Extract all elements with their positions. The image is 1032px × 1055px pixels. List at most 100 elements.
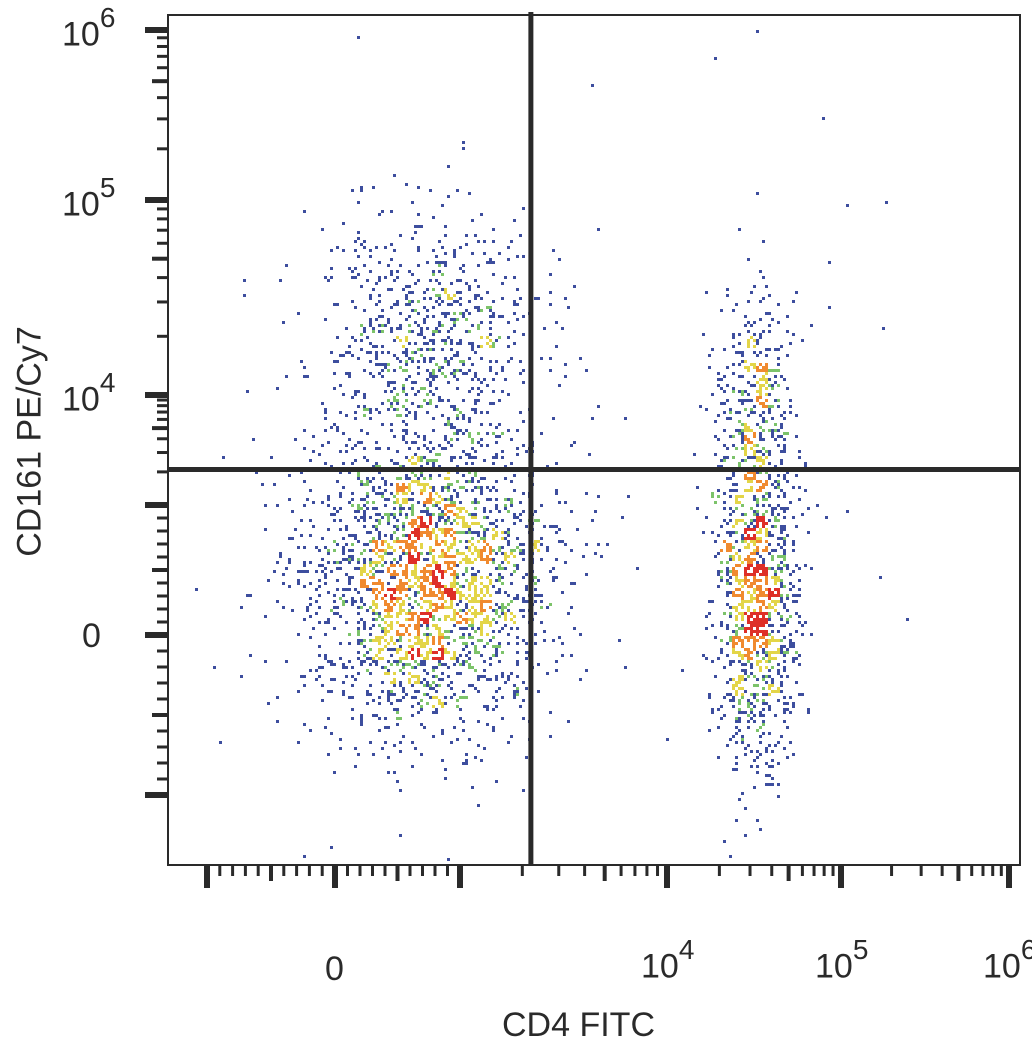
- event-dot: [756, 600, 759, 603]
- event-dot: [753, 636, 756, 639]
- event-dot: [558, 501, 561, 504]
- event-dot: [801, 624, 804, 627]
- event-dot: [378, 636, 381, 639]
- event-dot: [354, 588, 357, 591]
- event-dot: [744, 648, 747, 651]
- event-dot: [753, 630, 756, 633]
- event-dot: [765, 483, 768, 486]
- event-dot: [396, 483, 399, 486]
- event-dot: [441, 729, 444, 732]
- event-dot: [417, 627, 420, 630]
- event-dot: [723, 375, 726, 378]
- event-dot: [486, 261, 489, 264]
- event-dot: [399, 414, 402, 417]
- event-dot: [453, 663, 456, 666]
- event-dot: [846, 510, 849, 513]
- event-dot: [363, 621, 366, 624]
- event-dot: [549, 603, 552, 606]
- event-dot: [462, 264, 465, 267]
- event-dot: [423, 297, 426, 300]
- event-dot: [282, 573, 285, 576]
- event-dot: [564, 363, 567, 366]
- event-dot: [468, 561, 471, 564]
- event-dot: [483, 609, 486, 612]
- event-dot: [342, 681, 345, 684]
- event-dot: [726, 573, 729, 576]
- event-dot: [480, 633, 483, 636]
- event-dot: [735, 606, 738, 609]
- event-dot: [753, 435, 756, 438]
- event-dot: [408, 645, 411, 648]
- event-dot: [510, 504, 513, 507]
- event-dot: [387, 543, 390, 546]
- event-dot: [414, 540, 417, 543]
- event-dot: [429, 573, 432, 576]
- event-dot: [747, 699, 750, 702]
- event-dot: [423, 291, 426, 294]
- event-dot: [363, 549, 366, 552]
- event-dot: [432, 735, 435, 738]
- event-dot: [393, 408, 396, 411]
- event-dot: [453, 375, 456, 378]
- event-dot: [282, 606, 285, 609]
- event-dot: [420, 699, 423, 702]
- event-dot: [846, 204, 849, 207]
- event-dot: [492, 561, 495, 564]
- event-dot: [747, 366, 750, 369]
- event-dot: [756, 654, 759, 657]
- event-dot: [399, 591, 402, 594]
- event-dot: [405, 294, 408, 297]
- event-dot: [447, 549, 450, 552]
- event-dot: [417, 516, 420, 519]
- event-dot: [333, 663, 336, 666]
- event-dot: [387, 693, 390, 696]
- event-dot: [393, 558, 396, 561]
- event-dot: [306, 570, 309, 573]
- event-dot: [405, 552, 408, 555]
- event-dot: [375, 447, 378, 450]
- event-dot: [486, 615, 489, 618]
- event-dot: [516, 660, 519, 663]
- event-dot: [381, 636, 384, 639]
- event-dot: [411, 498, 414, 501]
- event-dot: [378, 519, 381, 522]
- event-dot: [753, 432, 756, 435]
- event-dot: [339, 642, 342, 645]
- event-dot: [420, 474, 423, 477]
- event-dot: [402, 438, 405, 441]
- event-dot: [756, 639, 759, 642]
- event-dot: [420, 606, 423, 609]
- event-dot: [378, 537, 381, 540]
- event-dot: [747, 714, 750, 717]
- event-dot: [354, 390, 357, 393]
- event-dot: [765, 534, 768, 537]
- event-dot: [375, 597, 378, 600]
- event-dot: [423, 591, 426, 594]
- event-dot: [420, 546, 423, 549]
- event-dot: [750, 621, 753, 624]
- event-dot: [438, 606, 441, 609]
- event-dot: [753, 534, 756, 537]
- event-dot: [357, 255, 360, 258]
- event-dot: [342, 546, 345, 549]
- event-dot: [411, 558, 414, 561]
- event-dot: [468, 456, 471, 459]
- event-dot: [432, 357, 435, 360]
- event-dot: [345, 621, 348, 624]
- event-dot: [402, 420, 405, 423]
- event-dot: [447, 381, 450, 384]
- event-dot: [756, 567, 759, 570]
- event-dot: [498, 573, 501, 576]
- event-dot: [417, 213, 420, 216]
- event-dot: [402, 735, 405, 738]
- event-dot: [756, 561, 759, 564]
- event-dot: [789, 342, 792, 345]
- event-dot: [315, 612, 318, 615]
- event-dot: [405, 594, 408, 597]
- event-dot: [582, 555, 585, 558]
- event-dot: [375, 561, 378, 564]
- event-dot: [381, 375, 384, 378]
- event-dot: [738, 411, 741, 414]
- event-dot: [471, 447, 474, 450]
- event-dot: [396, 492, 399, 495]
